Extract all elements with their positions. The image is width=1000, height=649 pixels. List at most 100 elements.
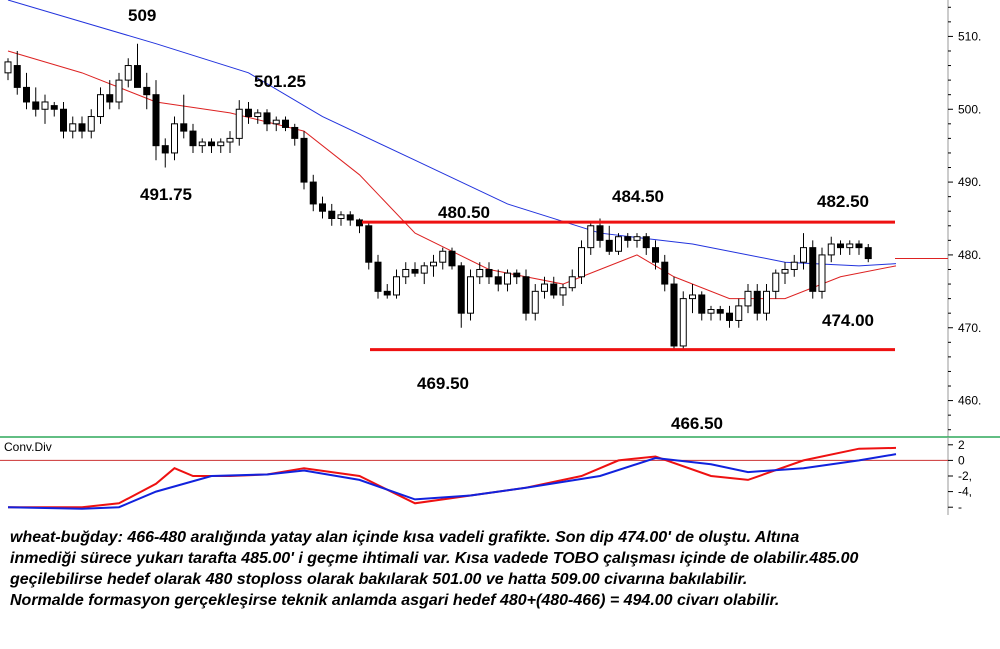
candle-body [670, 283, 678, 347]
candle-body [596, 225, 604, 241]
candle-body [69, 123, 77, 132]
candle-body [272, 119, 280, 125]
candle-body [402, 268, 410, 278]
candle-body [679, 298, 687, 347]
candle-body [263, 112, 271, 125]
price-annotation: 466.50 [671, 414, 723, 433]
candle-body [13, 65, 21, 88]
candle-body [134, 65, 141, 88]
price-annotation: 482.50 [817, 192, 869, 211]
candle-body [198, 141, 206, 147]
indicator-tick-label: - [958, 500, 962, 514]
commentary-line: geçilebilirse hedef olarak 480 stoploss … [10, 571, 748, 588]
price-tick-label: 510. [958, 29, 981, 43]
candle-body [41, 101, 49, 110]
candle-body [383, 290, 391, 296]
candle-body [309, 181, 317, 205]
candle-body [97, 94, 104, 118]
candle-body [245, 108, 252, 118]
candle-body [356, 219, 363, 227]
price-annotation: 509 [128, 6, 156, 25]
candle-body [106, 94, 114, 103]
candle-body [328, 210, 336, 219]
indicator-tick-label: 2 [958, 438, 965, 452]
candle-body [180, 123, 188, 132]
price-annotation: 480.50 [438, 203, 490, 222]
candle-body [494, 276, 502, 285]
candle-body [633, 236, 641, 241]
candle-body [661, 261, 669, 285]
candle-body [735, 305, 743, 321]
candle-body [485, 268, 493, 278]
candle-body [504, 272, 511, 285]
price-tick-label: 460. [958, 394, 981, 408]
candle-body [60, 108, 67, 132]
candle-body [698, 294, 706, 314]
candle-body [624, 236, 632, 241]
candle-body [337, 214, 345, 220]
price-annotation: 501.25 [254, 72, 306, 91]
candle-body [23, 86, 30, 103]
price-annotation: 469.50 [417, 374, 469, 393]
candle-body [78, 123, 86, 132]
candle-body [605, 239, 613, 252]
candle-body [800, 247, 807, 263]
candle-body [439, 250, 447, 263]
candle-body [189, 130, 197, 147]
price-chart: 460. 470. 480. 490. 500. 510. 20 -2, -4,- 509 50… [0, 0, 1000, 515]
commentary-text: wheat-buğday: 466-480 aralığında yatay a… [10, 527, 995, 611]
candle-body [300, 137, 308, 183]
candle-body [161, 145, 169, 154]
candle-body [513, 272, 521, 278]
price-annotation: 491.75 [140, 185, 192, 204]
price-tick-label: 480. [958, 248, 981, 262]
conv-div-blue-line [7, 453, 897, 510]
indicator-tick-label: 0 [958, 453, 965, 467]
candle-body [430, 261, 437, 267]
commentary-line: inmediği sürece yukarı tarafta 485.00' i… [10, 550, 859, 567]
candle-body [365, 225, 373, 263]
candle-body [411, 268, 419, 274]
candle-body [346, 214, 354, 221]
candle-body [855, 243, 863, 249]
candle-body [753, 290, 761, 314]
candle-body [568, 276, 576, 289]
price-tick-label: 500. [958, 102, 981, 116]
candle-body [763, 290, 770, 314]
candle-body [550, 283, 558, 296]
candle-body [32, 101, 40, 110]
candle-body [744, 290, 752, 307]
price-tick-label: 490. [958, 175, 981, 189]
candle-body [578, 247, 585, 278]
candle-body [726, 312, 733, 321]
candle-body [319, 203, 326, 212]
candle-body [827, 243, 835, 256]
candle-body [393, 276, 400, 296]
candle-body [467, 276, 474, 314]
candle-body [420, 265, 428, 274]
candle-body [171, 123, 178, 154]
indicator-name: Conv.Div [4, 440, 52, 454]
candle-body [143, 86, 151, 96]
candle-body [115, 79, 123, 103]
candle-body [716, 309, 724, 314]
candle-body [226, 137, 234, 143]
candle-body [689, 294, 696, 300]
price-tick-label: 470. [958, 321, 981, 335]
candle-body [809, 247, 817, 292]
candle-body [522, 276, 530, 314]
candle-body [707, 309, 715, 314]
price-annotation: 484.50 [612, 187, 664, 206]
moving-average-blue [7, 0, 897, 267]
indicator-tick-label: -2, [958, 469, 972, 483]
indicator-tick-label: -4, [958, 485, 972, 499]
candle-body [457, 265, 465, 314]
candle-body [864, 247, 872, 260]
candle-body [254, 112, 262, 118]
candle-body [559, 287, 567, 296]
candle-body [772, 272, 780, 292]
candle-body [448, 250, 456, 267]
candle-body [642, 236, 650, 249]
candle-body [587, 225, 595, 249]
candle-body [124, 65, 132, 81]
